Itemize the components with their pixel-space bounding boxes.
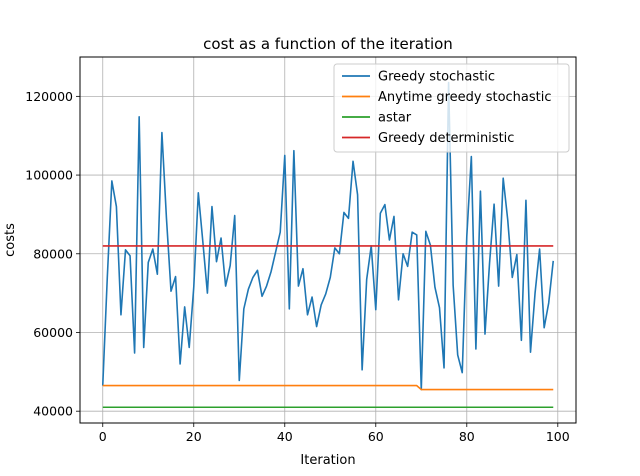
y-tick-label: 60000 [33, 325, 73, 340]
plot-frame [79, 56, 577, 424]
y-axis-label: costs [3, 223, 18, 257]
series-line-anytime-greedy-stochastic [102, 384, 554, 391]
y-axis: 40000 60000 80000 100000 120000 [25, 89, 80, 419]
legend-label: Anytime greedy stochastic [378, 90, 552, 105]
x-axis: 0 20 40 60 80 100 [99, 423, 570, 444]
x-tick-label: 40 [277, 429, 293, 444]
x-tick-label: 20 [186, 429, 202, 444]
x-tick-label: 80 [459, 429, 475, 444]
legend-box [333, 63, 570, 153]
legend: Greedy stochastic Anytime greedy stochast… [333, 63, 570, 153]
x-tick-label: 0 [99, 429, 107, 444]
y-tick-label: 80000 [33, 246, 73, 261]
legend-label: Greedy stochastic [378, 70, 495, 85]
series-line-greedy-stochastic [101, 81, 555, 391]
y-tick-label: 40000 [33, 404, 73, 419]
legend-label: Greedy deterministic [378, 131, 514, 146]
x-tick-label: 100 [546, 429, 570, 444]
chart-title: cost as a function of the iteration [203, 35, 453, 53]
series-layer [101, 81, 555, 409]
y-tick-label: 100000 [25, 168, 73, 183]
legend-label: astar [378, 111, 412, 126]
y-tick-label: 120000 [25, 89, 73, 104]
x-tick-label: 60 [368, 429, 384, 444]
x-axis-label: Iteration [300, 453, 355, 468]
